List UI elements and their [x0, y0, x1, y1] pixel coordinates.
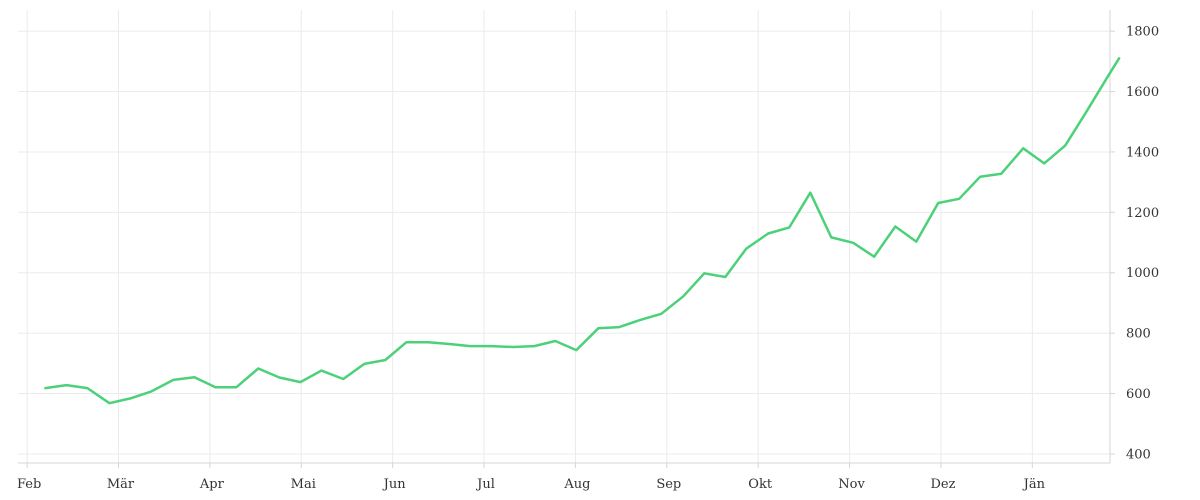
x-tick-label: Feb	[17, 477, 41, 492]
x-tick-label: Aug	[563, 477, 590, 492]
x-tick-label: Dez	[930, 477, 955, 492]
y-axis-ticks: 400 600 800 1000 1200 1400 1600 1800	[1110, 25, 1159, 462]
y-tick-label: 1800	[1126, 25, 1159, 40]
x-tick-label: Mär	[107, 477, 135, 492]
series-group	[44, 57, 1121, 405]
y-gridlines	[18, 30, 1110, 455]
y-tick-label: 1400	[1126, 145, 1159, 160]
y-tick-label: 400	[1126, 447, 1151, 462]
x-tick-label: Jul	[475, 477, 495, 492]
x-axis-ticks: Feb Mär Apr Mai Jun Jul Aug Sep Okt Nov Dez Jän	[17, 463, 1046, 492]
x-tick-label: Okt	[748, 477, 773, 492]
y-tick-label: 1200	[1126, 206, 1159, 221]
x-tick-label: Mai	[291, 477, 316, 492]
x-tick-label: Apr	[199, 477, 225, 492]
x-tick-label: Nov	[838, 477, 865, 492]
y-tick-label: 1000	[1126, 266, 1159, 281]
x-tick-label: Jun	[382, 477, 407, 492]
x-gridlines	[26, 10, 1033, 463]
y-tick-label: 800	[1126, 327, 1151, 342]
series-line	[44, 57, 1121, 405]
x-tick-label: Sep	[656, 477, 681, 492]
x-tick-label: Jän	[1022, 477, 1046, 492]
y-tick-label: 600	[1126, 387, 1151, 402]
y-tick-label: 1600	[1126, 85, 1159, 100]
